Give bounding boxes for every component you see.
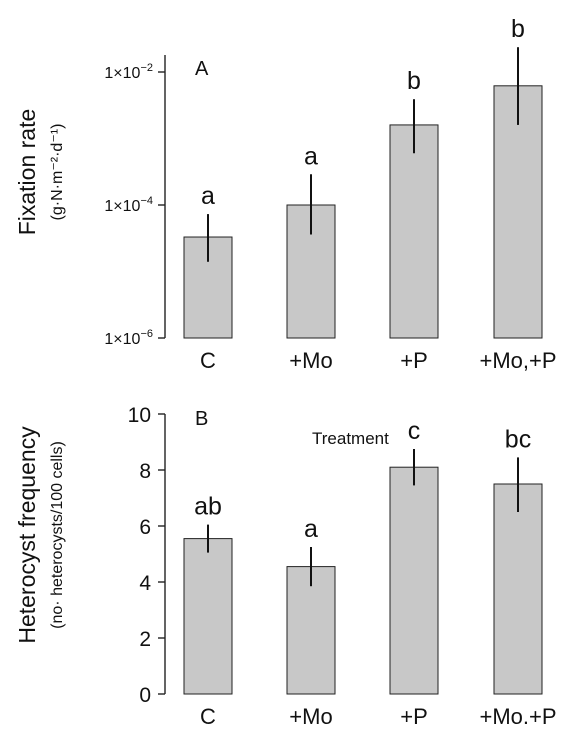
x-axis-ticks-b: C +Mo +P +Mo.+P (200, 704, 556, 729)
y-axis-label-fixation-rate: Fixation rate (14, 109, 40, 236)
bar-+Mo (286, 566, 336, 695)
y-tick-label: 1×10−4 (104, 195, 153, 215)
y-axis-ticks-b: 0 2 4 6 8 10 (128, 404, 166, 707)
y-axis-ticks-a: 1×10−6 1×10−4 1×10−2 (104, 55, 166, 348)
significance-letter: a (304, 515, 318, 543)
y-axis-unit-heterocyst-frequency: (no· heterocysts/100 cells) (49, 441, 66, 629)
significance-letter: ab (194, 493, 222, 521)
y-tick-label: 4 (139, 572, 151, 595)
x-tick-label: +Mo (289, 348, 332, 373)
significance-letter: a (304, 142, 318, 170)
significance-letter: bc (505, 425, 531, 453)
bar-C (183, 538, 233, 695)
bar-+Mo.+P (493, 483, 543, 695)
bars-b: ab a c bc (183, 417, 543, 695)
bar-+P (389, 466, 439, 695)
x-tick-label: +Mo (289, 704, 332, 729)
bar-+P (389, 124, 439, 339)
x-tick-label: +P (400, 704, 428, 729)
x-tick-label: +Mo,+P (479, 348, 556, 373)
y-tick-label: 2 (139, 628, 151, 651)
x-tick-label: +P (400, 348, 428, 373)
annotation-treatment: Treatment (312, 429, 389, 448)
y-tick-label: 6 (139, 516, 151, 539)
panel-b-heterocyst-frequency: Heterocyst frequency (no· heterocysts/10… (14, 404, 557, 729)
y-tick-label: 0 (139, 684, 151, 707)
significance-letter: b (407, 67, 421, 95)
significance-letter: c (408, 417, 421, 445)
y-axis-label-heterocyst-frequency: Heterocyst frequency (14, 426, 40, 644)
significance-letter: a (201, 182, 215, 210)
significance-letter: b (511, 15, 525, 43)
x-tick-label: +Mo.+P (479, 704, 556, 729)
y-axis-unit-fixation-rate: (g·N·m⁻²·d⁻¹) (49, 124, 66, 221)
panel-a-fixation-rate: Fixation rate (g·N·m⁻²·d⁻¹) A 1×10−61×10… (14, 15, 557, 373)
x-tick-label: C (200, 704, 216, 729)
bar-+Mo,+P (493, 85, 543, 339)
y-tick-label: 8 (139, 460, 151, 483)
panel-label-a: A (195, 58, 209, 80)
y-tick-label: 1×10−2 (104, 62, 153, 82)
bars-a: a a b b (183, 15, 543, 339)
y-tick-label: 1×10−6 (104, 328, 153, 348)
x-axis-ticks-a: C +Mo +P +Mo,+P (200, 348, 556, 373)
panel-label-b: B (195, 408, 208, 430)
y-tick-label: 10 (128, 404, 151, 427)
bar-+Mo (286, 204, 336, 339)
x-tick-label: C (200, 348, 216, 373)
